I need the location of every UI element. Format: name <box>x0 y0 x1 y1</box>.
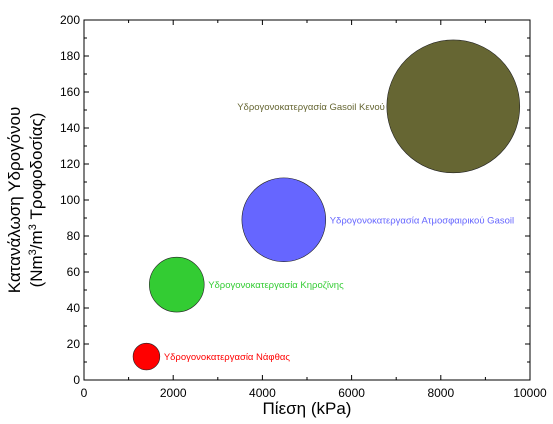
bubble-label-0: Υδρογονοκατεργασία Νάφθας <box>164 352 291 363</box>
y-axis-title-line2: (Nm3/m3 Τροφοδοσίας) <box>27 113 46 288</box>
bubble-1 <box>149 256 205 313</box>
bubble-label-1: Υδρογονοκατεργασία Κηροζίνης <box>208 280 344 291</box>
y-tick-label: 200 <box>60 13 80 27</box>
y-tick-label: 60 <box>67 265 81 279</box>
x-tick-label: 10000 <box>513 386 547 400</box>
y-axis-title-part: (Nm <box>27 255 46 287</box>
bubble-label-2: Υδρογονοκατεργασία Ατμοσφαιρικού Gasoil <box>330 215 514 226</box>
y-tick-label: 180 <box>60 49 80 63</box>
y-tick-label: 100 <box>60 193 80 207</box>
y-axis-title-line1: Κατανάλωση Υδρογόνου <box>5 107 24 294</box>
y-axis-title-sup: 3 <box>27 249 39 255</box>
y-axis-title-part: Τροφοδοσίας) <box>27 113 46 225</box>
bubble-0 <box>132 342 161 371</box>
y-tick-label: 160 <box>60 85 80 99</box>
bubble-labels-layer: Υδρογονοκατεργασία Νάφθας Υδρογονοκατεργα… <box>164 102 514 363</box>
bubble-3 <box>386 39 521 174</box>
x-tick-label: 6000 <box>338 386 365 400</box>
bubble-2 <box>241 177 327 263</box>
x-axis-title: Πίεση (kPa) <box>263 399 352 418</box>
y-tick-label: 120 <box>60 157 80 171</box>
x-tick-label: 8000 <box>427 386 454 400</box>
x-tick-label: 0 <box>81 386 88 400</box>
bubble-label-3: Υδρογονοκατεργασία Gasoil Κενού <box>237 102 385 113</box>
y-axis-title-sup: 3 <box>27 224 39 230</box>
x-tick-label: 4000 <box>249 386 276 400</box>
y-tick-label: 80 <box>67 229 81 243</box>
y-axis-title-part: /m <box>27 230 46 249</box>
bubbles-layer <box>132 39 521 371</box>
ticks-layer: 0 2000 4000 6000 8000 10000 0 20 40 60 80 100 120 140… <box>60 13 547 400</box>
x-tick-label: 2000 <box>160 386 187 400</box>
y-tick-label: 140 <box>60 121 80 135</box>
y-tick-label: 20 <box>67 337 81 351</box>
y-tick-label: 40 <box>67 301 81 315</box>
y-tick-label: 0 <box>73 373 80 387</box>
